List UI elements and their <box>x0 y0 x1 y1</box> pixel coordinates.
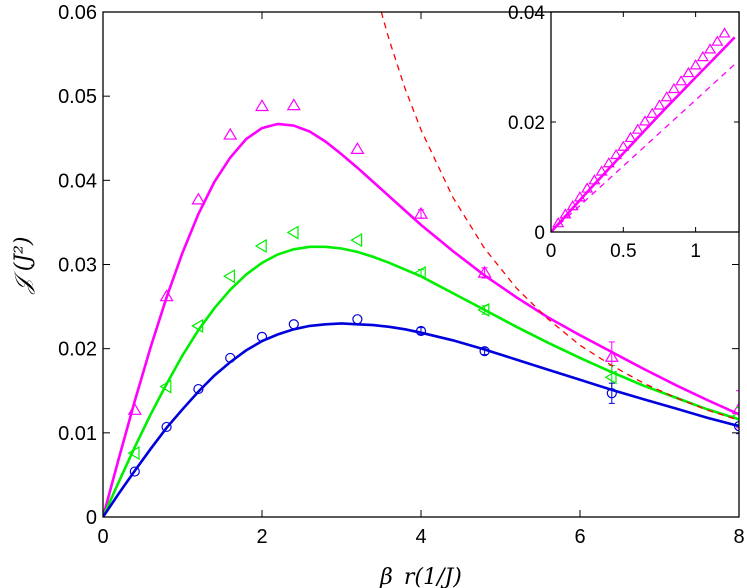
inset-triangle-up-marker <box>704 43 717 54</box>
main-x-tick-label: 4 <box>415 526 426 548</box>
inset-triangle-up-marker <box>696 50 709 62</box>
inset-triangle-up-marker <box>602 157 615 168</box>
main-y-tick-label: 0.06 <box>58 2 97 24</box>
inset-triangle-up-marker <box>660 91 673 102</box>
main-series-2-markers <box>129 314 739 477</box>
main-triangle-up-marker <box>604 349 619 362</box>
main-y-tick-label: 0.03 <box>58 255 97 277</box>
inset-x-tick-label: 0 <box>546 241 557 262</box>
inset-tick-layer: 0 0.5 1 0 0.02 0.04 <box>508 3 739 262</box>
inset-data-layer <box>551 27 736 232</box>
main-series-5-line <box>103 322 739 517</box>
main-series-4-line <box>103 245 739 517</box>
main-plot: 0 2 4 6 800.010.020.030.040.050.06 β_r(1/J) … <box>11 2 745 588</box>
inset-triangle-up-marker <box>638 115 652 126</box>
main-x-axis-label: β_r(1/J) <box>379 565 462 588</box>
main-y-axis-label: 𝒥 (J²) <box>11 237 36 295</box>
main-circle-marker <box>352 314 363 325</box>
main-triangle-up-marker <box>286 98 301 111</box>
inset-triangle-up-marker <box>711 35 724 46</box>
main-series-6-dashed-line <box>380 12 739 421</box>
inset-triangle-up-marker <box>667 82 680 94</box>
main-triangle-left-marker <box>286 225 299 240</box>
main-triangle-left-marker <box>223 269 235 284</box>
main-y-tick-label: 0 <box>86 507 97 529</box>
main-triangle-up-marker <box>254 99 270 112</box>
inset-series-2-dashed-line <box>551 63 736 232</box>
main-y-tick-label: 0.01 <box>58 423 97 445</box>
inset-x-tick-label: 0.5 <box>610 241 636 262</box>
main-series-1-markers <box>127 225 739 461</box>
inset-triangle-up-marker <box>610 148 623 160</box>
inset-triangle-up-marker <box>682 66 695 78</box>
inset-triangle-up-marker <box>617 140 630 151</box>
main-triangle-up-marker <box>350 142 365 154</box>
main-triangle-up-marker <box>191 192 206 205</box>
main-data-layer <box>103 12 739 517</box>
inset-x-tick-label: 1 <box>690 241 701 262</box>
main-triangle-up-marker <box>731 402 739 415</box>
main-x-tick-label: 2 <box>256 526 267 548</box>
main-y-tick-label: 0.02 <box>58 339 97 361</box>
inset-y-tick-label: 0.04 <box>508 3 545 24</box>
main-x-tick-label: 8 <box>733 526 744 548</box>
inset-series-1-line <box>551 36 736 232</box>
main-x-tick-label: 0 <box>97 526 108 548</box>
main-y-tick-label: 0.05 <box>58 86 97 108</box>
main-series-3-line <box>103 122 739 517</box>
inset-triangle-up-marker <box>675 75 688 86</box>
main-y-tick-label: 0.04 <box>58 170 97 192</box>
main-triangle-left-marker <box>477 302 490 317</box>
inset-series-0-markers <box>552 27 731 228</box>
main-errorbar <box>608 382 615 404</box>
main-triangle-up-marker <box>223 127 238 140</box>
inset-y-tick-label: 0.02 <box>508 113 545 134</box>
inset-triangle-up-marker <box>689 59 702 70</box>
main-tick-layer: 0 2 4 6 8 0 0.01 0.02 0.03 0.04 0.05 0.06 <box>58 2 745 548</box>
main-triangle-left-marker <box>350 233 363 248</box>
main-circle-marker <box>193 383 204 395</box>
inset-triangle-up-marker <box>624 131 637 143</box>
main-x-tick-label: 6 <box>574 526 585 548</box>
inset-triangle-up-marker <box>653 99 666 110</box>
inset-plot: 0 0.5 1 0 0.02 0.04 <box>508 3 740 262</box>
main-circle-marker <box>161 421 172 433</box>
inset-triangle-up-marker <box>646 107 659 118</box>
main-triangle-up-marker <box>413 206 429 219</box>
main-errorbar <box>736 390 739 429</box>
main-triangle-left-marker <box>604 370 617 385</box>
inset-triangle-up-marker <box>631 123 644 134</box>
inset-y-tick-label: 0 <box>534 223 545 244</box>
main-triangle-left-marker <box>254 238 267 254</box>
inset-triangle-up-marker <box>718 27 731 38</box>
main-circle-marker <box>129 466 140 477</box>
